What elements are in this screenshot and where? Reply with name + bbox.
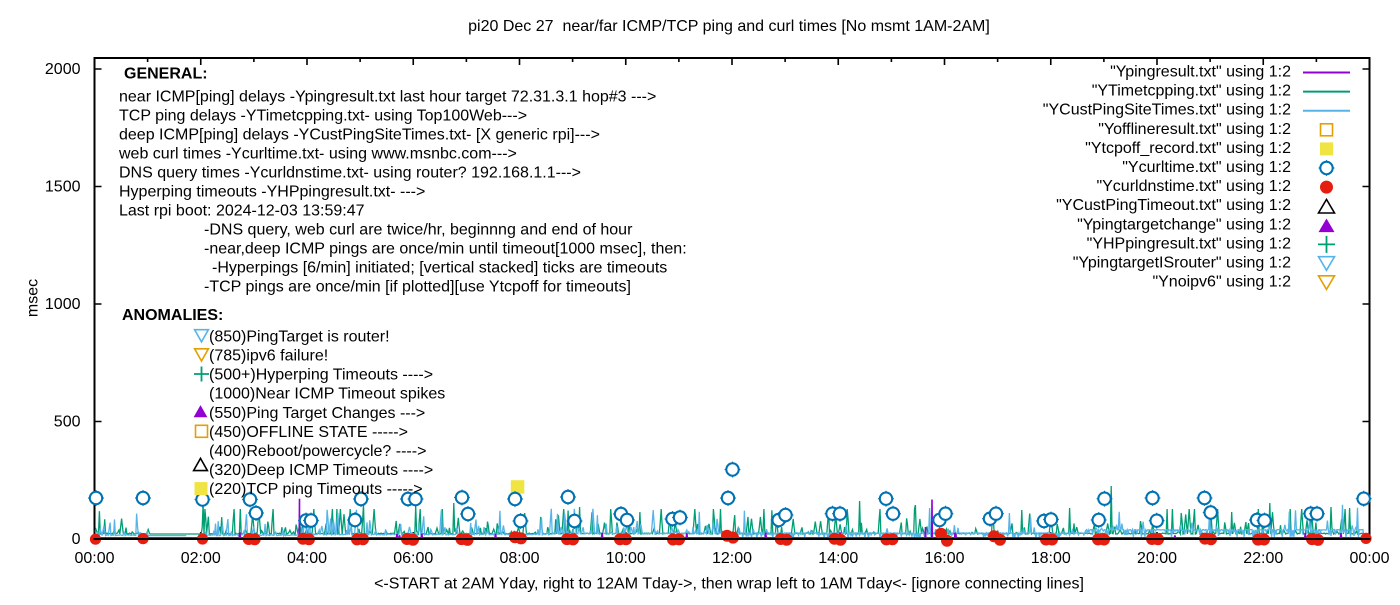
svg-text:ANOMALIES:: ANOMALIES:	[122, 307, 223, 324]
svg-text:"YCustPingSiteTimes.txt" using: "YCustPingSiteTimes.txt" using 1:2	[1043, 102, 1291, 119]
svg-text:"Yofflineresult.txt" using 1:2: "Yofflineresult.txt" using 1:2	[1098, 121, 1291, 138]
svg-text:Hyperping timeouts -YHPpingres: Hyperping timeouts -YHPpingresult.txt- -…	[119, 184, 425, 201]
svg-text:"Ytcpoff_record.txt" using 1:2: "Ytcpoff_record.txt" using 1:2	[1085, 140, 1291, 157]
svg-text:pi20 Dec 27 near/far ICMP/TCP: pi20 Dec 27 near/far ICMP/TCP ping and c…	[468, 18, 990, 35]
svg-text:1000: 1000	[45, 296, 81, 313]
svg-text:"Ycurltime.txt" using 1:2: "Ycurltime.txt" using 1:2	[1122, 159, 1291, 176]
svg-text:(1000)Near ICMP Timeout spikes: (1000)Near ICMP Timeout spikes	[209, 386, 445, 403]
svg-text:500: 500	[54, 414, 81, 431]
svg-text:18:00: 18:00	[1031, 550, 1071, 567]
svg-text:20:00: 20:00	[1137, 550, 1177, 567]
svg-text:-Hyperpings [6/min] initiated;: -Hyperpings [6/min] initiated; [vertical…	[212, 260, 667, 277]
svg-text:"YCustPingTimeout.txt" using 1: "YCustPingTimeout.txt" using 1:2	[1056, 197, 1291, 214]
svg-text:(400)Reboot/powercycle? ---->: (400)Reboot/powercycle? ---->	[209, 443, 426, 460]
svg-text:10:00: 10:00	[606, 550, 646, 567]
svg-text:06:00: 06:00	[393, 550, 433, 567]
svg-text:0: 0	[72, 531, 81, 548]
svg-text:"Ypingtargetchange" using 1:2: "Ypingtargetchange" using 1:2	[1077, 216, 1291, 233]
svg-text:16:00: 16:00	[924, 550, 964, 567]
svg-text:14:00: 14:00	[818, 550, 858, 567]
svg-text:GENERAL:: GENERAL:	[124, 66, 208, 83]
svg-text:web curl times -Ycurltime.txt-: web curl times -Ycurltime.txt- using www…	[118, 146, 517, 163]
svg-text:TCP ping delays -YTimetcpping.: TCP ping delays -YTimetcpping.txt- using…	[119, 108, 527, 125]
svg-text:msec: msec	[25, 279, 42, 317]
svg-text:-near,deep ICMP pings are once: -near,deep ICMP pings are once/min until…	[204, 241, 687, 258]
svg-text:deep ICMP[ping] delays -YCustP: deep ICMP[ping] delays -YCustPingSiteTim…	[119, 127, 600, 144]
svg-text:-DNS query, web curl are twice: -DNS query, web curl are twice/hr, begin…	[204, 222, 633, 239]
svg-text:00:00: 00:00	[1349, 550, 1389, 567]
svg-text:near ICMP[ping] delays -Ypingr: near ICMP[ping] delays -Ypingresult.txt …	[119, 89, 656, 106]
svg-text:"Ynoipv6" using 1:2: "Ynoipv6" using 1:2	[1152, 274, 1291, 291]
svg-text:(550)Ping Target Changes --->: (550)Ping Target Changes --->	[209, 405, 425, 422]
svg-text:(850)PingTarget is router!: (850)PingTarget is router!	[209, 328, 390, 345]
svg-text:(500+)Hyperping Timeouts ---->: (500+)Hyperping Timeouts ---->	[209, 367, 433, 384]
svg-text:"Ypingresult.txt" using 1:2: "Ypingresult.txt" using 1:2	[1110, 64, 1291, 81]
svg-text:1500: 1500	[45, 179, 81, 196]
svg-text:04:00: 04:00	[287, 550, 327, 567]
svg-text:00:00: 00:00	[74, 550, 114, 567]
svg-text:(320)Deep ICMP Timeouts ---->: (320)Deep ICMP Timeouts ---->	[209, 462, 433, 479]
svg-text:2000: 2000	[45, 61, 81, 78]
svg-text:(450)OFFLINE STATE ----->: (450)OFFLINE STATE ----->	[209, 424, 408, 441]
svg-text:"YpingtargetISrouter" using 1:: "YpingtargetISrouter" using 1:2	[1073, 255, 1291, 272]
svg-text:"YTimetcpping.txt" using 1:2: "YTimetcpping.txt" using 1:2	[1092, 83, 1291, 100]
svg-text:DNS query times -Ycurldnstime.: DNS query times -Ycurldnstime.txt- using…	[119, 165, 581, 182]
svg-text:02:00: 02:00	[181, 550, 221, 567]
svg-text:22:00: 22:00	[1243, 550, 1283, 567]
svg-text:(220)TCP ping Timeouts ----->: (220)TCP ping Timeouts ----->	[209, 481, 423, 498]
svg-text:(785)ipv6 failure!: (785)ipv6 failure!	[209, 348, 328, 365]
svg-text:<-START at 2AM Yday, right to: <-START at 2AM Yday, right to 12AM Tday-…	[374, 576, 1084, 593]
svg-text:Last rpi boot: 2024-12-03 13:5: Last rpi boot: 2024-12-03 13:59:47	[119, 203, 365, 220]
svg-text:"Ycurldnstime.txt" using 1:2: "Ycurldnstime.txt" using 1:2	[1096, 178, 1291, 195]
svg-text:08:00: 08:00	[499, 550, 539, 567]
svg-text:12:00: 12:00	[712, 550, 752, 567]
svg-text:"YHPpingresult.txt" using 1:2: "YHPpingresult.txt" using 1:2	[1087, 235, 1291, 252]
svg-text:-TCP pings are once/min [if pl: -TCP pings are once/min [if plotted][use…	[204, 279, 631, 296]
